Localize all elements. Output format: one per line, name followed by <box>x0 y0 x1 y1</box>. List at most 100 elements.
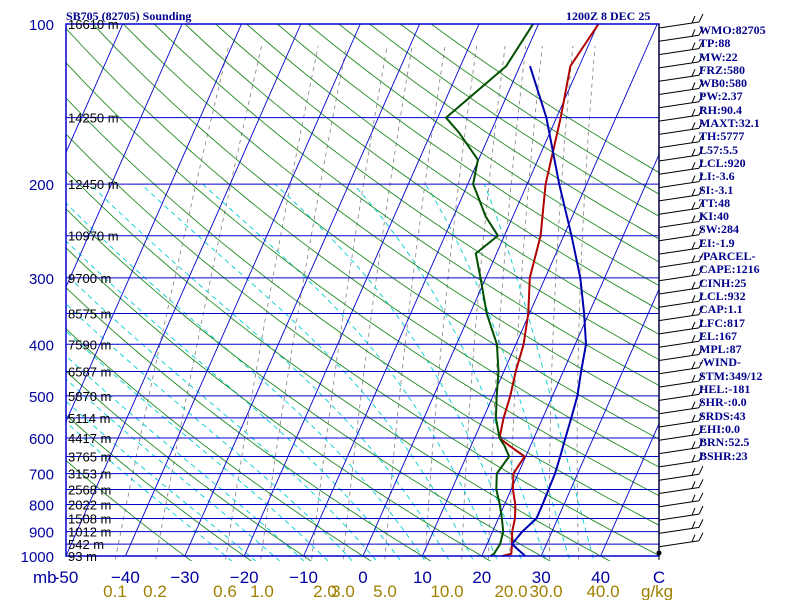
height-label: 3153 m <box>68 467 111 482</box>
pressure-tick-label: 900 <box>29 525 54 542</box>
height-label: 16610 m <box>68 17 119 32</box>
sounding-index: -PARCEL- <box>699 249 756 264</box>
sounding-index: BSHR:23 <box>699 448 748 463</box>
wind-barb <box>658 120 704 135</box>
moist-adiabat-line <box>66 303 353 561</box>
dry-adiabat-line <box>246 24 659 311</box>
mixing-ratio-line <box>155 45 262 561</box>
sounding-index: WB0:580 <box>699 76 747 91</box>
isotherm-line <box>600 422 659 557</box>
sounding-index: EHI:0.0 <box>699 421 741 436</box>
temperature-unit-label: C <box>653 568 665 587</box>
wind-barb <box>658 319 704 335</box>
sounding-index: SI:-3.1 <box>699 182 734 197</box>
sounding-index: WMO:82705 <box>699 23 766 37</box>
mixing-ratio-label: 20.0 <box>494 582 527 600</box>
temperature-tick-label: 0 <box>358 568 367 587</box>
wind-barb <box>658 372 704 388</box>
wind-barb <box>658 173 704 189</box>
mixing-ratio-line <box>384 45 446 561</box>
pressure-tick-label: 600 <box>29 431 54 448</box>
wind-barb <box>658 27 704 42</box>
sounding-index: EI:-1.9 <box>699 235 735 250</box>
sounding-index: TH:5777 <box>699 129 745 144</box>
wind-barb <box>658 359 704 375</box>
wind-barbs <box>656 13 704 556</box>
mixing-ratio-line <box>576 45 596 561</box>
moist-adiabat-line <box>202 183 499 561</box>
dry-adiabat-line <box>66 247 492 561</box>
wind-barb <box>658 253 704 268</box>
height-label: 9700 m <box>68 271 111 286</box>
mixing-ratio-line <box>311 45 388 561</box>
temperature-tick-label: 40 <box>591 568 610 587</box>
dry-adiabat-line <box>66 97 659 526</box>
sounding-index: L57:5.5 <box>699 142 738 157</box>
mixing-ratio-line <box>342 45 413 561</box>
wind-barb <box>658 412 704 428</box>
mixing-ratio-label: 30.0 <box>529 582 562 600</box>
isotherm-line <box>66 24 124 154</box>
height-label: 10970 m <box>68 229 119 244</box>
sounding-datetime: 1200Z 8 DEC 25 <box>566 9 651 23</box>
height-label: 3765 m <box>68 449 111 464</box>
mixing-ratio-label: 0.1 <box>103 582 127 600</box>
sounding-index: LI:-3.6 <box>699 169 735 184</box>
mixing-ratio-label: 5.0 <box>373 582 397 600</box>
height-label: 6587 m <box>68 365 111 380</box>
height-label: 7590 m <box>68 337 111 352</box>
isotherm-line <box>66 24 183 289</box>
isotherm-line <box>481 153 659 557</box>
temperature-tick-label: 20 <box>472 568 491 587</box>
sounding-index: TT:48 <box>699 195 731 210</box>
temperature-tick-label: −40 <box>111 568 140 587</box>
mixing-ratio-line <box>461 45 506 561</box>
sounding-index: STM:349/12 <box>699 368 763 383</box>
wind-barb <box>658 226 704 242</box>
sounding-indices-panel: WMO:82705 TP:88 MW:22 FRZ:580 WB0:580 PW:2.37… <box>699 23 799 463</box>
wind-barb <box>658 439 704 455</box>
sounding-index: HEL:-181 <box>699 382 751 397</box>
wind-barb <box>658 40 704 56</box>
mixing-ratio-label: 1.0 <box>250 582 274 600</box>
mixing-ratio-label: 0.6 <box>213 582 237 600</box>
wind-barb <box>658 519 704 534</box>
wind-barb <box>658 452 704 468</box>
moist-adiabat-line <box>274 183 523 561</box>
pressure-tick-label: 100 <box>29 17 54 34</box>
wind-barb <box>658 53 704 69</box>
wind-barb <box>658 199 704 215</box>
sounding-index: EL:167 <box>699 328 738 343</box>
wind-barb <box>658 160 704 175</box>
mixing-ratio-line <box>224 45 319 561</box>
height-label: 2568 m <box>68 483 111 498</box>
profile-lines <box>444 24 600 557</box>
sounding-index: PW:2.37 <box>699 89 743 104</box>
height-label: 5870 m <box>68 389 111 404</box>
wind-barb <box>658 213 704 228</box>
sounding-index: MAXT:32.1 <box>699 116 760 131</box>
dry-adiabat-line <box>66 133 659 556</box>
mixing-ratio-line <box>424 45 477 561</box>
dry-adiabat-line <box>66 27 659 468</box>
wind-barb <box>658 66 704 82</box>
isotherm-line <box>0 24 4 556</box>
isotherm-line <box>66 24 302 557</box>
dry-adiabat-line <box>66 170 611 561</box>
wind-barb <box>658 399 704 415</box>
wind-barb <box>658 426 704 441</box>
sounding-index: CAPE:1216 <box>699 262 760 277</box>
mixing-ratio-line <box>260 45 347 561</box>
wind-barb <box>658 186 704 202</box>
wind-barb <box>658 80 704 95</box>
pressure-tick-label: 700 <box>29 467 54 484</box>
parcel-profile-line <box>510 65 588 557</box>
sounding-index: BRN:52.5 <box>699 435 750 450</box>
plot-frame <box>65 23 660 560</box>
height-label: 12450 m <box>68 177 119 192</box>
wind-barb <box>658 266 704 282</box>
sounding-index: LFC:817 <box>699 315 745 330</box>
pressure-tick-label: 800 <box>29 497 54 514</box>
sounding-index: MW:22 <box>699 49 738 64</box>
